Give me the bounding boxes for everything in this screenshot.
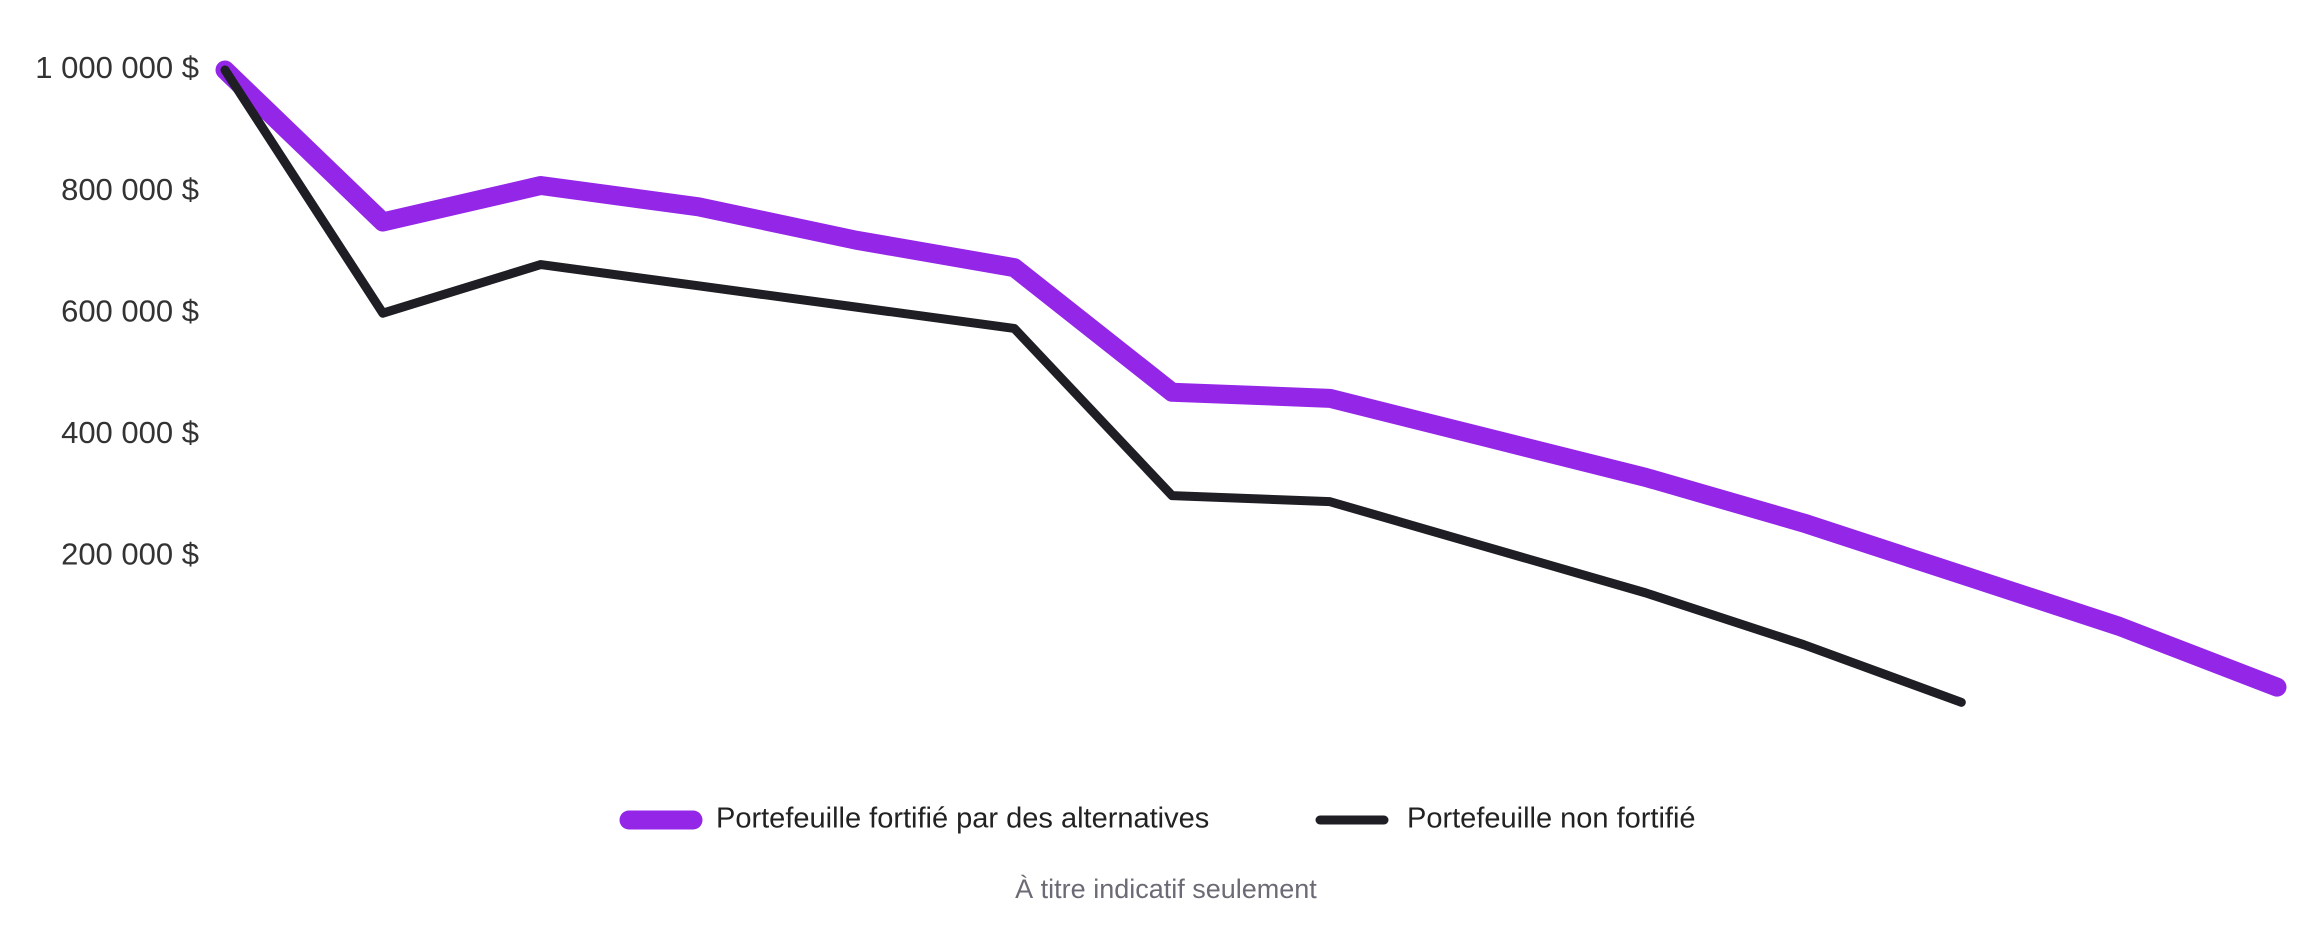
y-tick-label: 800 000 $ xyxy=(61,172,199,207)
legend-label: Portefeuille non fortifié xyxy=(1407,803,1696,835)
series-line xyxy=(215,60,2287,697)
y-tick-label: 1 000 000 $ xyxy=(35,50,199,85)
y-tick-label: 200 000 $ xyxy=(61,537,199,572)
legend-label: Portefeuille fortifié par des alternativ… xyxy=(716,803,1209,835)
series-line xyxy=(220,65,1966,707)
y-tick-label: 600 000 $ xyxy=(61,293,199,328)
y-tick-label: 400 000 $ xyxy=(61,415,199,450)
footnote: À titre indicatif seulement xyxy=(1015,874,1317,904)
